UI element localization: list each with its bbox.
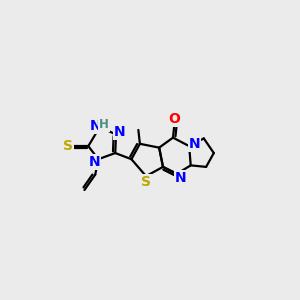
Text: N: N <box>88 155 100 169</box>
Text: N: N <box>189 137 200 151</box>
Text: S: S <box>141 175 151 189</box>
Text: S: S <box>62 139 73 153</box>
Text: H: H <box>99 118 109 131</box>
Text: N: N <box>114 125 126 139</box>
Text: N: N <box>175 172 187 185</box>
Text: N: N <box>90 119 102 133</box>
Text: O: O <box>169 112 181 126</box>
